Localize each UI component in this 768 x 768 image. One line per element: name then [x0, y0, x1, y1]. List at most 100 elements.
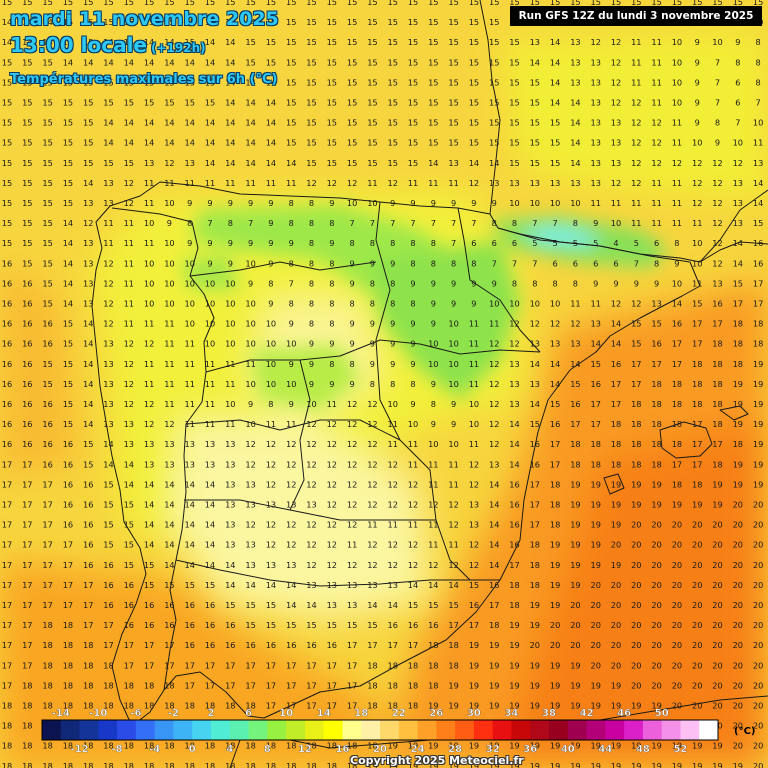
grid-value: 8	[329, 299, 334, 309]
grid-value: 17	[611, 379, 621, 389]
grid-value: 18	[712, 379, 722, 389]
grid-value: 15	[367, 620, 377, 630]
grid-value: 16	[225, 640, 235, 650]
grid-value: 15	[22, 98, 32, 108]
grid-value: 17	[245, 680, 255, 690]
grid-value: 7	[451, 218, 456, 228]
grid-value: 15	[63, 359, 73, 369]
legend-label: 2	[208, 708, 215, 719]
grid-value: 8	[390, 299, 395, 309]
grid-value: 20	[631, 620, 641, 630]
grid-value: 14	[570, 359, 580, 369]
grid-value: 13	[327, 580, 337, 590]
grid-value: 14	[245, 98, 255, 108]
grid-value: 18	[712, 339, 722, 349]
grid-value: 20	[753, 560, 763, 570]
grid-value: 18	[103, 761, 113, 768]
grid-value: 18	[712, 399, 722, 409]
grid-value: 18	[22, 721, 32, 731]
grid-value: 19	[692, 741, 702, 751]
grid-value: 12	[347, 500, 357, 510]
grid-value: 17	[2, 680, 12, 690]
grid-value: 17	[103, 620, 113, 630]
grid-value: 14	[144, 138, 154, 148]
grid-value: 11	[387, 520, 397, 530]
grid-value: 18	[83, 680, 93, 690]
grid-value: 14	[103, 57, 113, 67]
grid-value: 13	[651, 299, 661, 309]
grid-value: 13	[509, 399, 519, 409]
grid-value: 10	[205, 278, 215, 288]
grid-value: 19	[590, 761, 600, 768]
grid-value: 17	[692, 419, 702, 429]
grid-value: 12	[550, 319, 560, 329]
green-central	[250, 345, 360, 410]
grid-value: 8	[370, 278, 375, 288]
legend-label: 30	[467, 708, 481, 719]
grid-value: 15	[63, 77, 73, 87]
grid-value: 8	[187, 218, 192, 228]
grid-value: 10	[469, 419, 479, 429]
grid-value: 19	[712, 741, 722, 751]
legend-label: 16	[335, 744, 349, 755]
grid-value: 20	[631, 580, 641, 590]
grid-value: 10	[266, 359, 276, 369]
grid-value: 12	[428, 560, 438, 570]
grid-value: 8	[289, 198, 294, 208]
grid-value: 12	[103, 319, 113, 329]
grid-value: 18	[42, 701, 52, 711]
grid-value: 13	[225, 540, 235, 550]
grid-value: 16	[124, 600, 134, 610]
warm-zone-southeast-deep	[500, 420, 768, 768]
grid-value: 10	[245, 258, 255, 268]
grid-value: 7	[715, 57, 720, 67]
grid-value: 18	[692, 379, 702, 389]
grid-value: 20	[753, 660, 763, 670]
grid-value: 14	[225, 118, 235, 128]
grid-value: 18	[2, 741, 12, 751]
grid-value: 18	[327, 741, 337, 751]
grid-value: 12	[327, 178, 337, 188]
grid-value: 15	[489, 37, 499, 47]
grid-value: 18	[550, 500, 560, 510]
grid-value: 17	[306, 701, 316, 711]
grid-value: 5	[532, 238, 537, 248]
grid-value: 20	[672, 640, 682, 650]
grid-value: 15	[42, 258, 52, 268]
grid-value: 11	[408, 459, 418, 469]
grid-value: 15	[2, 158, 12, 168]
green-southwest-spot	[180, 255, 240, 290]
grid-value: 19	[712, 479, 722, 489]
grid-value: 11	[469, 319, 479, 329]
grid-value: 15	[22, 0, 32, 7]
grid-value: 15	[550, 158, 560, 168]
grid-value: 14	[83, 319, 93, 329]
grid-value: 19	[672, 761, 682, 768]
grid-value: 14	[63, 238, 73, 248]
grid-value: 15	[590, 0, 600, 7]
grid-value: 16	[530, 459, 540, 469]
grid-value: 15	[367, 77, 377, 87]
grid-value: 18	[22, 680, 32, 690]
grid-value: 7	[634, 258, 639, 268]
grid-value: 19	[733, 379, 743, 389]
grid-value: 15	[205, 580, 215, 590]
grid-value: 15	[103, 77, 113, 87]
grid-value: 16	[753, 258, 763, 268]
grid-value: 18	[2, 701, 12, 711]
grid-value: 13	[530, 379, 540, 389]
grid-value: 16	[164, 620, 174, 630]
grid-value: 17	[63, 600, 73, 610]
grid-value: 13	[103, 419, 113, 429]
grid-value: 19	[509, 741, 519, 751]
grid-value: 17	[651, 359, 661, 369]
grid-value: 12	[144, 399, 154, 409]
grid-value: 16	[184, 640, 194, 650]
grid-value: 18	[306, 741, 316, 751]
grid-value: 14	[489, 520, 499, 530]
grid-value: 12	[124, 198, 134, 208]
grid-value: 18	[144, 701, 154, 711]
grid-value: 15	[2, 138, 12, 148]
grid-value: 15	[408, 0, 418, 7]
grid-value: 18	[712, 419, 722, 429]
